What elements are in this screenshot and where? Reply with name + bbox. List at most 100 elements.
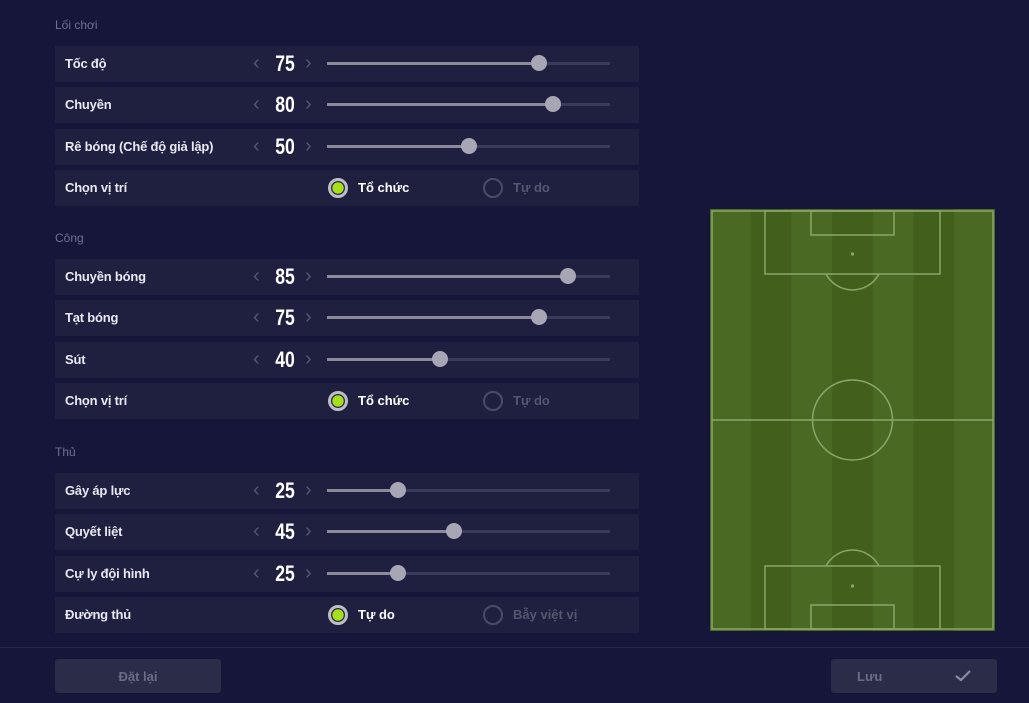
slider-fill <box>327 489 398 492</box>
setting-value: 50 <box>275 133 295 159</box>
bottom-goal-box <box>810 604 895 630</box>
top-penalty-arc <box>825 273 880 291</box>
radio-option[interactable]: Bẫy việt vị <box>483 604 577 625</box>
chevron-left-icon[interactable]: ‹ <box>253 52 260 74</box>
save-label: Lưu <box>857 668 883 684</box>
save-button[interactable]: Lưu <box>831 659 997 693</box>
setting-value: 85 <box>275 264 295 289</box>
section-title: Công <box>55 231 84 245</box>
chevron-right-icon[interactable]: › <box>305 520 312 543</box>
setting-value: 25 <box>275 560 295 586</box>
slider-thumb[interactable] <box>545 96 562 113</box>
setting-slider[interactable] <box>327 482 610 498</box>
setting-slider[interactable] <box>327 564 610 581</box>
setting-row: Tốc độ ‹ 75 › <box>55 46 639 82</box>
setting-row: Cự ly đội hình ‹ 25 › <box>55 555 639 592</box>
radio-icon <box>328 604 348 625</box>
footer-divider <box>0 647 1029 648</box>
chevron-right-icon[interactable]: › <box>305 134 312 157</box>
radio-icon <box>483 390 503 411</box>
setting-value: 25 <box>275 478 295 503</box>
setting-value: 75 <box>275 51 295 76</box>
chevron-left-icon[interactable]: ‹ <box>253 479 260 501</box>
chevron-left-icon[interactable]: ‹ <box>253 347 260 370</box>
chevron-left-icon[interactable]: ‹ <box>253 520 260 543</box>
radio-icon <box>483 177 503 198</box>
setting-row: Rê bóng (Chế độ giả lập) ‹ 50 › <box>55 128 639 165</box>
slider-thumb[interactable] <box>460 137 477 154</box>
slider-thumb[interactable] <box>389 564 406 581</box>
setting-slider[interactable] <box>327 523 610 540</box>
slider-thumb[interactable] <box>559 268 576 284</box>
radio-option[interactable]: Tự do <box>483 177 550 198</box>
setting-label: Chuyền bóng <box>65 269 146 284</box>
radio-option[interactable]: Tự do <box>483 390 550 411</box>
radio-label: Tự do <box>513 180 550 196</box>
chevron-left-icon[interactable]: ‹ <box>253 561 260 584</box>
bottom-penalty-arc <box>825 549 880 567</box>
setting-value: 45 <box>275 519 295 545</box>
top-goal-box <box>810 210 895 236</box>
setting-label: Chuyền <box>65 97 112 113</box>
setting-label: Quyết liệt <box>65 524 123 540</box>
radio-label: Tự do <box>513 393 550 409</box>
chevron-right-icon[interactable]: › <box>305 479 312 501</box>
setting-row: Chọn vị trí Tổ chức Tự do <box>55 382 639 419</box>
chevron-left-icon[interactable]: ‹ <box>253 134 260 157</box>
setting-row: Sút ‹ 40 › <box>55 341 639 378</box>
setting-row: Đường thủ Tự do Bẫy việt vị <box>55 596 639 633</box>
slider-thumb[interactable] <box>432 350 449 367</box>
setting-slider[interactable] <box>327 309 610 326</box>
setting-label: Tốc độ <box>65 56 107 71</box>
slider-thumb[interactable] <box>389 482 406 498</box>
slider-thumb[interactable] <box>531 55 548 71</box>
slider-thumb[interactable] <box>531 309 548 326</box>
bottom-penalty-spot <box>850 584 855 588</box>
section-title: Lối chơi <box>55 18 98 32</box>
reset-label: Đặt lại <box>118 668 158 684</box>
setting-label: Tạt bóng <box>65 310 119 326</box>
radio-icon <box>328 177 348 198</box>
chevron-right-icon[interactable]: › <box>305 306 312 329</box>
setting-value: 40 <box>275 346 295 372</box>
chevron-right-icon[interactable]: › <box>305 93 312 116</box>
setting-slider[interactable] <box>327 96 610 113</box>
slider-fill <box>327 571 398 575</box>
chevron-left-icon[interactable]: ‹ <box>253 265 260 287</box>
setting-row: Tạt bóng ‹ 75 › <box>55 300 639 337</box>
radio-icon <box>483 604 503 625</box>
chevron-right-icon[interactable]: › <box>305 347 312 370</box>
slider-fill <box>327 275 568 278</box>
radio-icon <box>328 390 348 411</box>
radio-label: Tự do <box>358 607 395 623</box>
setting-slider[interactable] <box>327 350 610 367</box>
chevron-left-icon[interactable]: ‹ <box>253 306 260 329</box>
setting-value: 80 <box>275 92 295 118</box>
chevron-left-icon[interactable]: ‹ <box>253 93 260 116</box>
slider-fill <box>327 357 441 361</box>
setting-label: Gây áp lực <box>65 483 131 498</box>
setting-slider[interactable] <box>327 137 610 154</box>
slider-fill <box>327 62 540 65</box>
chevron-right-icon[interactable]: › <box>305 561 312 584</box>
radio-option[interactable]: Tổ chức <box>328 390 409 411</box>
slider-fill <box>327 144 469 148</box>
slider-thumb[interactable] <box>446 523 463 540</box>
setting-label: Chọn vị trí <box>65 392 128 408</box>
setting-row: Quyết liệt ‹ 45 › <box>55 514 639 551</box>
setting-row: Chọn vị trí Tổ chức Tự do <box>55 169 639 206</box>
radio-option[interactable]: Tổ chức <box>328 177 410 198</box>
chevron-right-icon[interactable]: › <box>305 265 312 287</box>
chevron-right-icon[interactable]: › <box>305 52 312 74</box>
setting-label: Chọn vị trí <box>65 179 128 195</box>
setting-value: 75 <box>275 305 295 331</box>
setting-slider[interactable] <box>327 268 610 284</box>
setting-label: Sút <box>65 351 86 367</box>
reset-button[interactable]: Đặt lại <box>55 659 221 693</box>
radio-label: Tổ chức <box>358 180 410 196</box>
setting-row: Chuyền bóng ‹ 85 › <box>55 259 639 295</box>
setting-slider[interactable] <box>327 55 610 71</box>
radio-option[interactable]: Tự do <box>328 604 395 625</box>
setting-row: Chuyền ‹ 80 › <box>55 87 639 124</box>
section-title: Thủ <box>55 445 76 459</box>
